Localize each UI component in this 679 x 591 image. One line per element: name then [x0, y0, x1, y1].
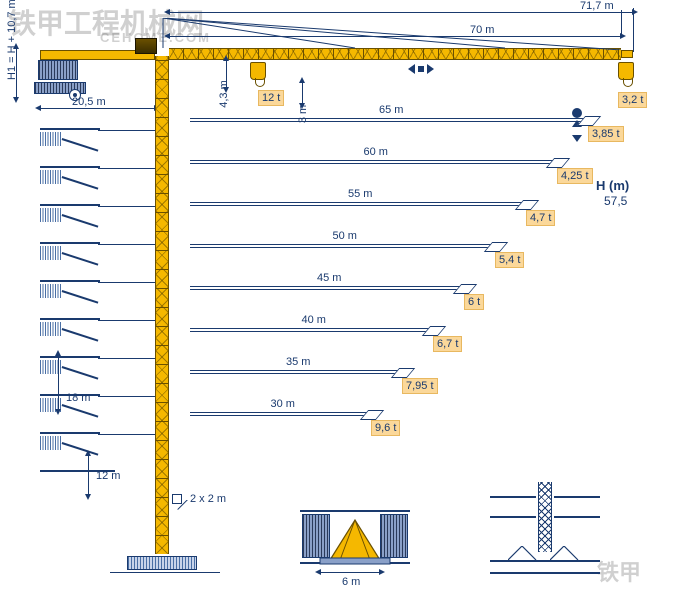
jib-config-load: 4,7 t [526, 210, 555, 226]
tie-bar [98, 206, 155, 207]
trolley-hook-min [250, 62, 266, 80]
tip-hook [618, 62, 634, 80]
climbing-insert [490, 490, 600, 580]
ground-line [110, 572, 220, 573]
tie-bar [98, 434, 155, 435]
trolley-min-label: 4,3 m [218, 80, 230, 108]
base-section-label: 2 x 2 m [190, 493, 226, 505]
jib-lattice [169, 49, 621, 59]
jib-config-line [190, 328, 441, 332]
jib-config-load: 3,85 t [588, 126, 624, 142]
watermark-bottom: 铁甲 [597, 555, 641, 587]
building-level [40, 432, 100, 436]
tie-bar [98, 396, 155, 397]
base-foundation [127, 556, 197, 570]
tie-18-label: 18 m [66, 392, 90, 404]
jib-config-load: 6 t [464, 294, 484, 310]
building-level [40, 356, 100, 360]
mast [155, 56, 169, 554]
jib-pendant-lines [155, 18, 635, 50]
counter-jib-dim [40, 108, 155, 109]
jib-70-label: 70 m [470, 24, 494, 36]
building-level [40, 166, 100, 170]
tie-bar [98, 168, 155, 169]
operator-cab [135, 38, 157, 54]
jib-config-radius: 65 m [379, 104, 403, 116]
jib-717-dim [169, 12, 633, 13]
jib-config-load: 7,95 t [402, 378, 438, 394]
tie-18-dim [58, 355, 59, 410]
H-value: 57,5 [604, 194, 627, 208]
counter-jib-len: 20,5 m [72, 96, 106, 108]
jib-config-radius: 35 m [286, 356, 310, 368]
jib-config-radius: 55 m [348, 188, 372, 200]
tie-bar [98, 358, 155, 359]
h1-dim [16, 48, 17, 98]
building-level [40, 242, 100, 246]
jib-config-load: 6,7 t [433, 336, 462, 352]
jib-config-line [190, 118, 596, 122]
tie-bar [98, 320, 155, 321]
H-text: H (m) [596, 178, 629, 193]
crane-diagram: 铁甲工程机械网 CEHOME.COM 铁甲 H1 = H + 10,7 m 20… [0, 0, 679, 591]
building-level [40, 280, 100, 284]
building-level [40, 204, 100, 208]
jib-config-line [190, 412, 379, 416]
jib-config-line [190, 370, 410, 374]
climb-tower [538, 482, 552, 552]
building-level [40, 128, 100, 132]
jib-70-dim [169, 36, 621, 37]
building-level [40, 318, 100, 322]
jib-tip [621, 50, 633, 58]
tip-load-label: 3,2 t [618, 92, 647, 108]
jib-config-line [190, 160, 565, 164]
jib-717-label: 71,7 m [580, 0, 614, 12]
jib-config-radius: 50 m [333, 230, 357, 242]
tick [621, 10, 622, 38]
base-12-label: 12 m [96, 470, 120, 482]
tick [633, 8, 634, 52]
jib-config-load: 5,4 t [495, 252, 524, 268]
jib-config-line [190, 286, 472, 290]
H-label: H (m) [596, 178, 629, 193]
section-mark [172, 494, 182, 504]
tie-bar [98, 130, 155, 131]
trolley-travel-icon [408, 64, 434, 74]
jib-config-radius: 30 m [271, 398, 295, 410]
tie-bar [98, 244, 155, 245]
mast-lattice [156, 56, 168, 554]
max-load-label: 12 t [258, 90, 284, 106]
hook-clear-dim [302, 82, 303, 104]
base-12-dim [88, 455, 89, 495]
jib-config-radius: 45 m [317, 272, 341, 284]
jib-config-load: 9,6 t [371, 420, 400, 436]
base-6m-dim [320, 572, 380, 573]
jib-config-load: 4,25 t [557, 168, 593, 184]
tie-bar [98, 282, 155, 283]
base-6m-label: 6 m [342, 576, 360, 588]
jib-config-radius: 60 m [364, 146, 388, 158]
jib-config-line [190, 202, 534, 206]
jib-config-radius: 40 m [302, 314, 326, 326]
jib-config-line [190, 244, 503, 248]
counterweight [38, 60, 78, 80]
slew-icon2 [572, 108, 582, 118]
